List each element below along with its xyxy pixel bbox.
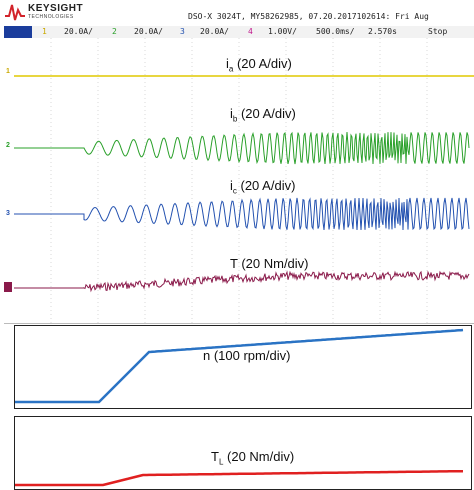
ch2-number[interactable]: 2 (112, 27, 117, 36)
ch3-label: ic (20 A/div) (230, 178, 296, 196)
speed-line (15, 328, 464, 404)
scope-info-header: DSO-X 3024T, MY58262985, 07.20.201710261… (188, 12, 429, 21)
ch4-scale[interactable]: 1.00V/ (268, 27, 297, 36)
speed-curve (15, 328, 464, 404)
load-torque-curve (15, 469, 463, 487)
keysight-wave-icon (5, 4, 25, 21)
ch1-marker[interactable]: 1 (6, 68, 10, 75)
ch2-trace (14, 131, 470, 165)
brand-name: KEYSIGHT (28, 3, 84, 14)
timebase[interactable]: 500.0ms/ (316, 27, 355, 36)
ch2-scale[interactable]: 20.0A/ (134, 27, 163, 36)
scope-waveforms (4, 38, 474, 323)
load-torque-plot: TL (20 Nm/div) (14, 416, 472, 490)
ch4-marker-tag[interactable] (4, 282, 12, 292)
ch4-trace (14, 270, 470, 293)
ch3-number[interactable]: 3 (180, 27, 185, 36)
load-torque-label: TL (20 Nm/div) (211, 449, 295, 467)
run-state[interactable]: Stop (428, 27, 448, 36)
speed-label: n (100 rpm/div) (203, 348, 291, 363)
ch3-trace (14, 197, 470, 231)
load-torque-line (15, 469, 463, 487)
ch3-marker[interactable]: 3 (6, 210, 10, 217)
brand-subtitle: TECHNOLOGIES (28, 14, 74, 20)
keysight-logo: KEYSIGHT TECHNOLOGIES (4, 2, 94, 24)
trigger-delay[interactable]: 2.570s (368, 27, 397, 36)
ch2-label: ib (20 A/div) (230, 106, 296, 124)
ch1-number[interactable]: 1 (42, 27, 47, 36)
ch4-number[interactable]: 4 (248, 27, 253, 36)
ch3-scale[interactable]: 20.0A/ (200, 27, 229, 36)
scope-screen: 1 2 3 ia (20 A/div) ib (20 A/div) ic (20… (4, 38, 474, 324)
speed-plot: n (100 rpm/div) (14, 325, 472, 409)
acquisition-indicator (4, 26, 32, 38)
ch1-label: ia (20 A/div) (226, 56, 292, 74)
ch4-label: T (20 Nm/div) (230, 256, 309, 271)
ch1-scale[interactable]: 20.0A/ (64, 27, 93, 36)
ch2-marker[interactable]: 2 (6, 142, 10, 149)
channel-toolbar: 1 20.0A/ 2 20.0A/ 3 20.0A/ 4 1.00V/ 500.… (4, 26, 474, 39)
